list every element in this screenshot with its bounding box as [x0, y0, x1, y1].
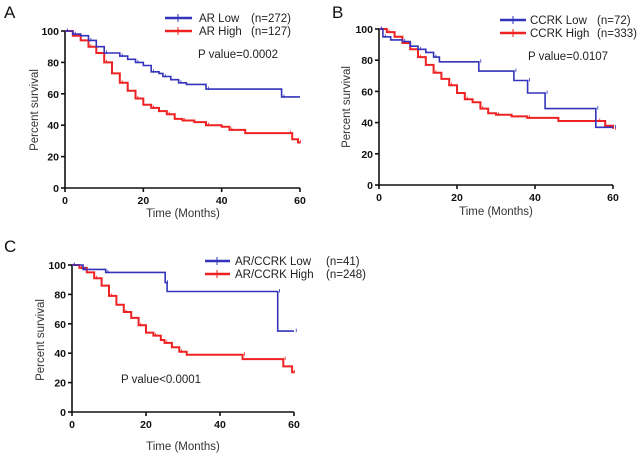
p-value-annotation: P value=0.0107: [528, 51, 608, 63]
legend: CCRK Low (n=72) CCRK High (n=333): [500, 15, 637, 40]
x-axis-title: Time (Months): [146, 441, 220, 453]
x-tick-label: 60: [288, 419, 300, 431]
y-tick-label: 60: [54, 319, 66, 331]
panel-a: A Time (Months) Percent survival P value…: [4, 3, 306, 220]
legend-n-low: (n=272): [251, 13, 291, 25]
y-tick-label: 100: [355, 24, 373, 36]
y-tick-label: 80: [54, 289, 66, 301]
legend-label-low: AR Low: [199, 13, 240, 25]
x-tick-label: 0: [62, 195, 68, 207]
x-tick-label: 40: [214, 419, 226, 431]
panel-label-b: B: [332, 3, 343, 22]
x-tick-label: 20: [451, 192, 463, 204]
legend-n-low: (n=72): [597, 15, 631, 27]
panel-label-c: C: [4, 237, 16, 256]
x-tick-label: 20: [140, 419, 152, 431]
survival-curve-low: [379, 28, 613, 129]
y-tick-label: 20: [54, 378, 66, 390]
legend-label-high: AR/CCRK High: [235, 269, 314, 281]
y-tick-label: 60: [47, 89, 59, 101]
y-tick-label: 20: [361, 149, 373, 161]
x-tick-label: 60: [294, 195, 306, 207]
legend-label-high: AR High: [199, 26, 242, 38]
x-tick-label: 60: [607, 192, 619, 204]
legend-n-low: (n=41): [326, 256, 360, 268]
survival-curve-low: [65, 30, 300, 98]
p-value-annotation: P value=0.0002: [198, 49, 278, 61]
y-tick-label: 40: [361, 118, 373, 130]
y-tick-label: 80: [361, 55, 373, 67]
y-tick-label: 0: [367, 180, 373, 192]
x-axis-title: Time (Months): [146, 208, 220, 220]
x-tick-label: 20: [137, 195, 149, 207]
legend-label-high: CCRK High: [530, 28, 589, 40]
y-tick-label: 0: [60, 407, 66, 419]
survival-curve-high: [379, 28, 614, 129]
legend: AR/CCRK Low (n=41) AR/CCRK High (n=248): [205, 256, 366, 281]
x-tick-label: 0: [69, 419, 75, 431]
y-tick-label: 60: [361, 86, 373, 98]
legend-n-high: (n=248): [326, 269, 366, 281]
y-tick-label: 40: [47, 120, 59, 132]
survival-curve-high: [65, 30, 300, 144]
y-tick-label: 20: [47, 152, 59, 164]
y-axis-title: Percent survival: [341, 66, 353, 148]
legend-n-high: (n=127): [251, 26, 291, 38]
x-tick-label: 0: [376, 192, 382, 204]
panel-c: C Time (Months) Percent survival P value…: [4, 237, 366, 453]
survival-curve-low: [72, 264, 294, 332]
y-tick-label: 100: [41, 26, 59, 38]
y-tick-label: 40: [54, 348, 66, 360]
legend: AR Low (n=272) AR High (n=127): [165, 13, 291, 38]
legend-label-low: AR/CCRK Low: [235, 256, 312, 268]
panel-label-a: A: [4, 3, 16, 22]
x-tick-label: 40: [529, 192, 541, 204]
legend-label-low: CCRK Low: [530, 15, 588, 27]
y-axis-title: Percent survival: [29, 69, 41, 151]
x-tick-label: 40: [216, 195, 228, 207]
y-tick-label: 80: [47, 57, 59, 69]
survival-curve-high: [72, 264, 294, 374]
panel-b: B Time (Months) Percent survival P value…: [332, 3, 637, 218]
y-tick-label: 100: [48, 260, 66, 272]
y-axis-title: Percent survival: [35, 299, 47, 381]
y-tick-label: 0: [53, 183, 59, 195]
legend-n-high: (n=333): [597, 28, 637, 40]
x-axis-title: Time (Months): [459, 206, 533, 218]
p-value-annotation: P value<0.0001: [121, 374, 201, 386]
